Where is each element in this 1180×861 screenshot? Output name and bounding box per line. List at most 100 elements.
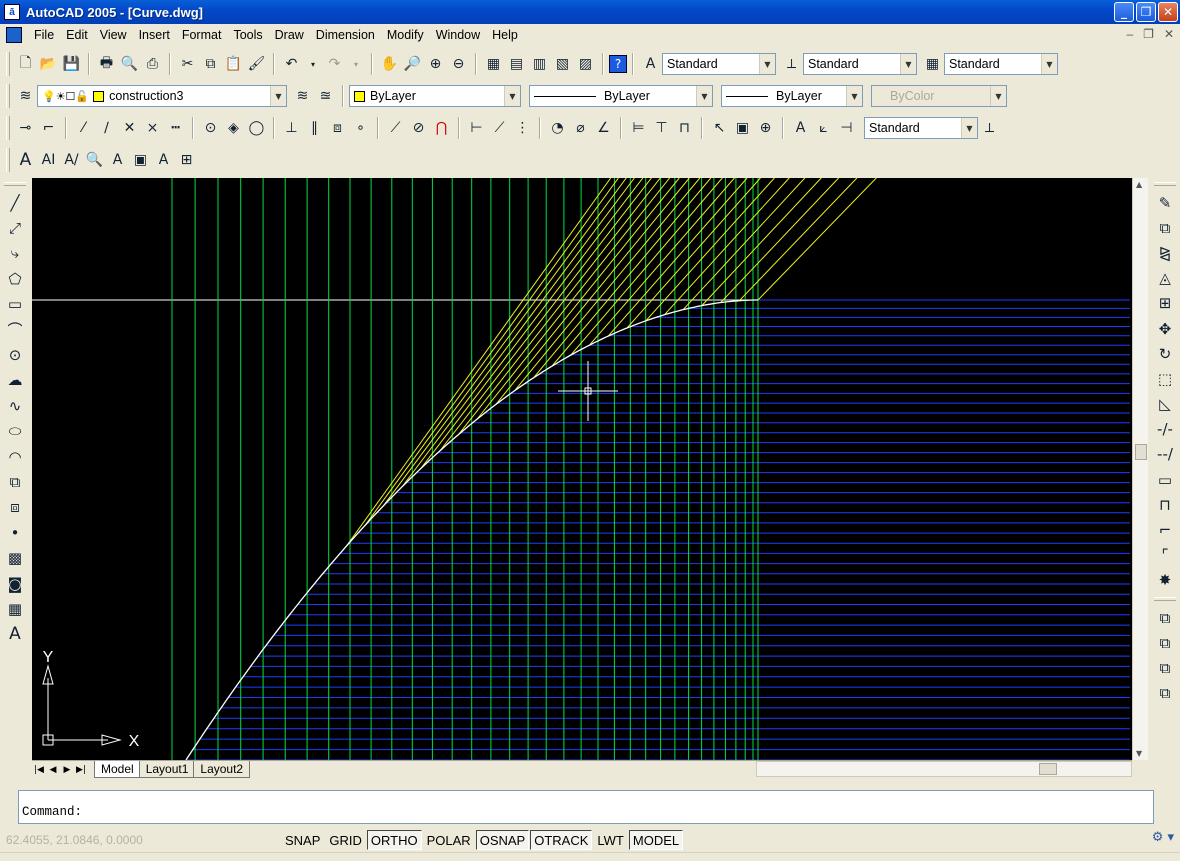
curve[interactable] (185, 299, 758, 760)
chevron-down-icon[interactable]: ▼ (961, 118, 977, 138)
dimension-text-edit-icon[interactable]: ⟀ (819, 120, 828, 136)
bring-above-icon[interactable]: ⧉ (1159, 658, 1171, 677)
toolbar-grip[interactable] (4, 182, 26, 186)
open-icon[interactable]: 📂 (39, 56, 58, 72)
baseline-dimension-icon[interactable]: ⊤ (655, 120, 668, 136)
rotate-icon[interactable]: ↻ (1158, 344, 1172, 363)
tangent-line[interactable] (720, 178, 839, 303)
tangent-line[interactable] (383, 178, 627, 506)
move-icon[interactable]: ✥ (1158, 319, 1172, 338)
vertical-scrollbar[interactable]: ▲ ▼ (1132, 178, 1148, 760)
rectangle-icon[interactable]: ▭ (7, 295, 23, 314)
spline-icon[interactable]: ∿ (8, 396, 22, 415)
tangent-line[interactable] (551, 178, 712, 367)
text-style-icon[interactable]: A (645, 56, 656, 72)
dim-style-icon[interactable]: ⟂ (786, 56, 797, 72)
plot-preview-icon[interactable]: 🔍 (120, 56, 139, 72)
offset-icon[interactable]: ◬ (1159, 269, 1171, 288)
radius-dimension-icon[interactable]: ◔ (551, 120, 564, 136)
tangent-line[interactable] (645, 178, 775, 322)
toolbar-grip[interactable] (6, 148, 10, 172)
tangent-line[interactable] (458, 178, 661, 435)
revision-cloud-icon[interactable]: ☁ (7, 371, 23, 390)
toolbar-grip[interactable] (1154, 597, 1176, 601)
table-icon[interactable]: ▦ (7, 599, 23, 618)
tangent-line[interactable] (738, 178, 858, 302)
drawing-canvas[interactable] (32, 178, 1132, 760)
stretch-icon[interactable]: ◺ (1159, 395, 1171, 414)
dim-style-control-combo[interactable]: Standard ▼ (864, 117, 978, 139)
circle-icon[interactable]: ⊙ (8, 346, 22, 365)
menu-modify[interactable]: Modify (386, 28, 424, 42)
next-tab-icon[interactable]: ▶ (63, 764, 71, 775)
ortho-toggle[interactable]: ORTHO (366, 830, 422, 850)
scroll-up-icon[interactable]: ▲ (1136, 180, 1143, 189)
snap-quadrant-icon[interactable]: ◈ (228, 120, 239, 136)
chevron-down-icon[interactable]: ▼ (846, 86, 862, 106)
otrack-toggle[interactable]: OTRACK (530, 830, 593, 850)
dimension-update-icon[interactable]: ⊣ (840, 120, 853, 136)
save-icon[interactable]: 💾 (62, 56, 81, 72)
continue-dimension-icon[interactable]: ⊓ (679, 120, 690, 136)
snap-tangent-icon[interactable]: ◯ (248, 120, 265, 136)
chamfer-icon[interactable]: ⌐ (1158, 521, 1172, 540)
tangent-line[interactable] (757, 178, 877, 301)
insert-block-icon[interactable]: ⧉ (9, 472, 21, 491)
tolerance-icon[interactable]: ▣ (735, 120, 750, 136)
layer-combo[interactable]: 💡☀☐🔓 construction3 ▼ (37, 85, 287, 107)
undo-icon[interactable]: ↶ (285, 56, 298, 72)
extend-icon[interactable]: --/ (1157, 445, 1173, 464)
polygon-icon[interactable]: ⬠ (8, 269, 22, 288)
tray-settings-icon[interactable]: ⚙ ▾ (1151, 830, 1174, 845)
dim-style-combo[interactable]: Standard ▼ (803, 53, 917, 75)
tangent-line[interactable] (589, 178, 735, 346)
color-control-combo[interactable]: ByLayer ▼ (349, 85, 521, 107)
tab-model[interactable]: Model (94, 761, 141, 778)
last-tab-icon[interactable]: ▶| (76, 764, 86, 775)
tangent-line[interactable] (345, 178, 612, 547)
toolbar-grip[interactable] (6, 84, 10, 108)
scroll-down-icon[interactable]: ▼ (1136, 749, 1143, 758)
chevron-down-icon[interactable]: ▼ (504, 86, 520, 106)
chevron-down-icon[interactable]: ▼ (759, 54, 775, 74)
sheet-set-icon[interactable]: ▧ (555, 56, 570, 72)
toolbar-grip[interactable] (6, 52, 10, 76)
polar-toggle[interactable]: POLAR (426, 833, 471, 848)
array-icon[interactable]: ⊞ (1158, 294, 1172, 313)
multiline-text-icon[interactable]: A (19, 150, 32, 170)
snap-node-icon[interactable]: ∘ (356, 120, 365, 136)
horizontal-scroll-thumb[interactable] (1039, 763, 1057, 775)
ellipse-icon[interactable]: ⬭ (8, 422, 22, 441)
scale-icon[interactable]: ⬚ (1157, 369, 1173, 388)
break-icon[interactable]: ⊓ (1159, 495, 1171, 514)
menu-format[interactable]: Format (181, 28, 222, 42)
design-center-icon[interactable]: ▤ (509, 56, 524, 72)
cut-icon[interactable]: ✂ (181, 56, 194, 72)
menu-file[interactable]: File (34, 28, 55, 42)
erase-icon[interactable]: ✎ (1158, 193, 1172, 212)
lwt-toggle[interactable]: LWT (597, 833, 624, 848)
dimension-style-icon[interactable]: ⟂ (984, 120, 995, 136)
snap-endpoint-icon[interactable]: ⁄ (82, 120, 85, 136)
close-button[interactable]: ✕ (1158, 2, 1178, 22)
temporary-tracking-icon[interactable]: ⊸ (19, 120, 32, 136)
pan-realtime-icon[interactable]: ✋ (380, 56, 399, 72)
center-mark-icon[interactable]: ⊕ (759, 120, 772, 136)
plot-icon[interactable]: 🖶 (99, 55, 114, 71)
redo-icon[interactable]: ↷ (328, 56, 341, 72)
snap-insert-icon[interactable]: ⧈ (333, 120, 342, 136)
make-block-icon[interactable]: ⧈ (10, 498, 20, 517)
region-icon[interactable]: ◙ (7, 574, 23, 593)
doc-close-button[interactable]: ✕ (1163, 27, 1174, 41)
justify-text-icon[interactable]: A (158, 152, 169, 168)
convert-distance-icon[interactable]: ⊞ (180, 152, 193, 168)
markup-set-icon[interactable]: ▨ (578, 56, 593, 72)
angular-dimension-icon[interactable]: ∠ (597, 120, 610, 136)
linetype-control-combo[interactable]: ByLayer ▼ (529, 85, 713, 107)
break-at-point-icon[interactable]: ▭ (1157, 470, 1173, 489)
redo-dropdown-icon[interactable]: ▾ (353, 59, 358, 69)
document-icon[interactable] (6, 27, 22, 43)
snap-apparent-intersection-icon[interactable]: ⨯ (146, 120, 159, 136)
snap-from-icon[interactable]: ⌐ (42, 120, 55, 136)
trim-icon[interactable]: -/- (1157, 420, 1173, 439)
